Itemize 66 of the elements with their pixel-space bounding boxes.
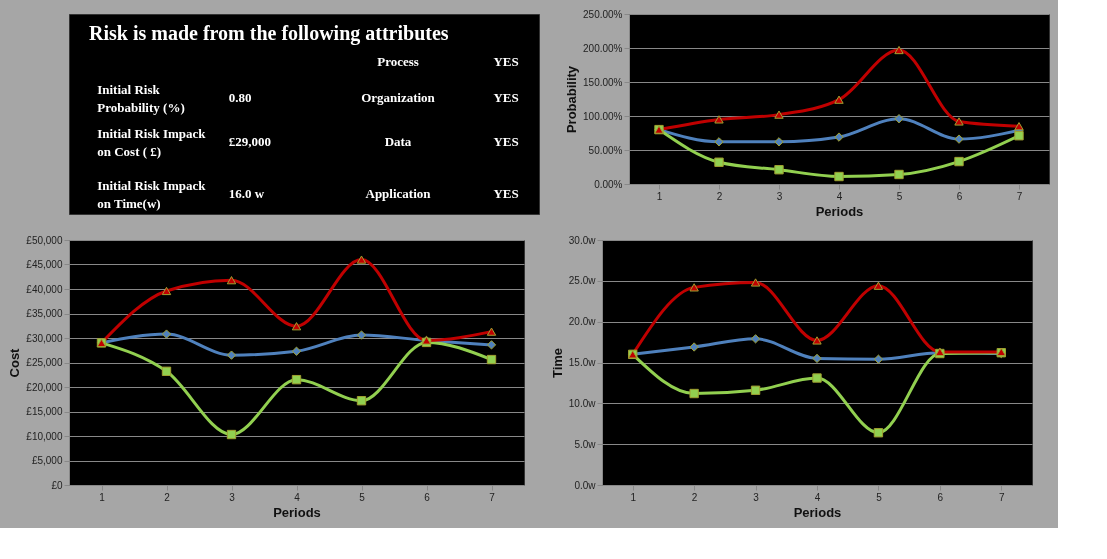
x-tick-label: 7 bbox=[489, 491, 496, 503]
x-tick-label: 3 bbox=[229, 491, 236, 503]
y-tick-label: 200.00% bbox=[583, 42, 623, 54]
y-tick-label: 150.00% bbox=[583, 76, 623, 88]
x-tick-label: 7 bbox=[999, 491, 1005, 503]
y-tick-label: £35,000 bbox=[26, 308, 63, 319]
y-tick-label: £20,000 bbox=[26, 381, 63, 393]
x-tick-label: 5 bbox=[876, 491, 883, 503]
x-tick-label: 7 bbox=[1016, 190, 1023, 202]
y-tick-label: 50.00% bbox=[588, 144, 623, 156]
y-axis-title: Cost bbox=[7, 347, 23, 378]
y-axis-title: Probability bbox=[564, 65, 580, 134]
text: Application bbox=[365, 186, 432, 201]
y-tick-label: £30,000 bbox=[26, 332, 63, 344]
x-tick-label: 6 bbox=[956, 190, 963, 202]
x-tick-label: 2 bbox=[164, 491, 171, 503]
text: Initial Risk Impack on Time(w) bbox=[97, 178, 207, 211]
text: Organization bbox=[361, 90, 436, 105]
x-axis-title: Periods bbox=[793, 504, 842, 520]
x-tick-label: 1 bbox=[656, 190, 663, 202]
y-tick-label: 100.00% bbox=[583, 110, 623, 122]
x-tick-label: 2 bbox=[691, 491, 698, 503]
y-tick-label: 20.0w bbox=[568, 316, 597, 328]
y-tick-label: £10,000 bbox=[26, 430, 63, 442]
x-tick-label: 6 bbox=[937, 491, 944, 503]
x-tick-label: 5 bbox=[359, 491, 366, 503]
x-tick-label: 5 bbox=[896, 190, 903, 202]
y-tick-label: £5,000 bbox=[31, 455, 63, 466]
y-tick-label: £45,000 bbox=[26, 259, 63, 270]
text: Data bbox=[384, 134, 412, 149]
text: Process bbox=[377, 54, 419, 69]
text: 16.0 w bbox=[228, 186, 265, 201]
y-tick-label: 0.0w bbox=[574, 479, 597, 491]
y-tick-label: 10.0w bbox=[568, 397, 597, 409]
y-tick-label: £0 bbox=[51, 479, 63, 491]
x-tick-label: 1 bbox=[99, 491, 106, 503]
x-tick-label: 2 bbox=[716, 190, 723, 202]
x-axis-title: Periods bbox=[815, 203, 864, 219]
text: £29,000 bbox=[228, 134, 272, 149]
y-tick-label: £50,000 bbox=[26, 234, 63, 246]
x-axis-title: Periods bbox=[273, 504, 321, 520]
text: Initial Risk Probability (%) bbox=[97, 82, 185, 115]
y-tick-label: £40,000 bbox=[26, 283, 63, 295]
x-tick-label: 3 bbox=[776, 190, 783, 202]
text: YES bbox=[493, 54, 519, 69]
x-tick-label: 1 bbox=[630, 491, 637, 503]
text: Risk is made from the following attributes bbox=[89, 22, 449, 45]
x-tick-label: 3 bbox=[753, 491, 760, 503]
y-axis-title: Time bbox=[549, 347, 565, 379]
y-tick-label: 250.00% bbox=[583, 8, 623, 20]
y-tick-label: 25.0w bbox=[568, 275, 597, 287]
y-tick-label: £25,000 bbox=[26, 357, 63, 368]
text: 0.80 bbox=[228, 90, 252, 105]
y-tick-label: 30.0w bbox=[568, 234, 597, 246]
x-tick-label: 4 bbox=[294, 491, 301, 503]
text: YES bbox=[493, 134, 519, 149]
y-tick-label: 5.0w bbox=[574, 438, 597, 450]
x-tick-label: 4 bbox=[814, 491, 821, 503]
y-tick-label: 15.0w bbox=[568, 357, 597, 368]
text: YES bbox=[493, 186, 519, 201]
text: Initial Risk Impack on Cost ( £) bbox=[97, 126, 207, 159]
x-tick-label: 6 bbox=[424, 491, 431, 503]
x-tick-label: 4 bbox=[836, 190, 843, 202]
y-tick-label: £15,000 bbox=[26, 406, 63, 417]
y-tick-label: 0.00% bbox=[594, 178, 623, 190]
text: YES bbox=[493, 90, 519, 105]
